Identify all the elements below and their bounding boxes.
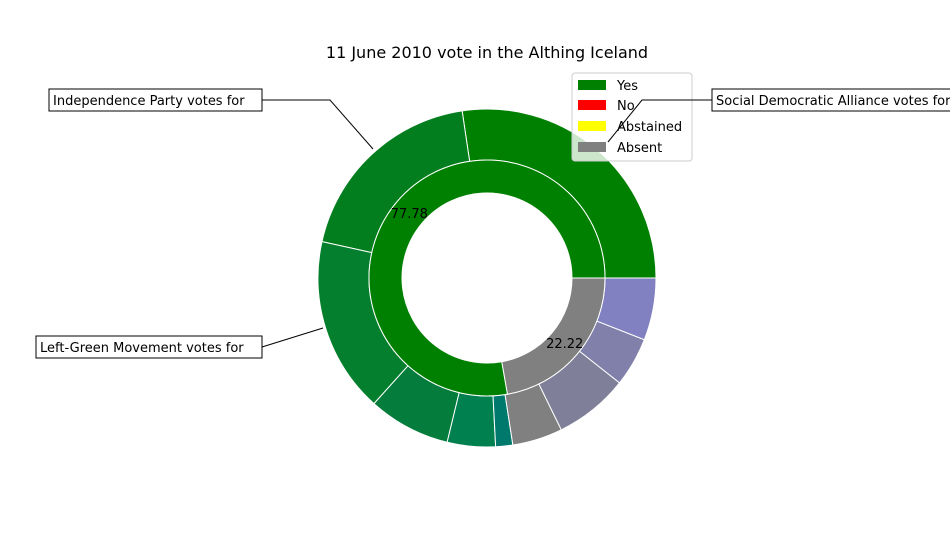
chart-title: 11 June 2010 vote in the Althing Iceland [326,43,648,62]
inner-ring [368,159,606,397]
annotation-connector [607,99,712,143]
annotation-box [35,335,263,359]
legend-label-yes: Yes [616,79,638,94]
legend-label-no: No [617,99,635,114]
legend-label-absent: Absent [617,141,662,156]
annotation-box [48,88,263,112]
annotation-text: Independence Party votes for [53,94,245,109]
inner-ring-value-label-1: 22.22 [546,337,583,352]
inner-ring-labels: 77.78 22.22 [391,207,584,352]
legend-label-abstained: Abstained [617,120,682,135]
inner-ring-wedge-1 [501,277,606,395]
inner-ring-wedge-0 [368,159,606,397]
annotation-connector [262,99,374,150]
annotation-connector [261,327,324,348]
annotation-left-green-movement: Left-Green Movement votes for [35,327,324,359]
annotation-text: Left-Green Movement votes for [40,341,244,356]
annotation-box [711,88,950,112]
legend-swatch-abstained [578,121,606,131]
legend-swatch-yes [578,80,606,90]
annotation-independence-party: Independence Party votes for [48,88,374,150]
legend: Yes No Abstained Absent [571,72,693,162]
outer-ring [317,108,657,448]
legend-swatch-absent [578,142,606,152]
legend-frame [571,72,693,162]
legend-swatch-no [578,100,606,110]
annotation-text: Social Democratic Alliance votes for [716,94,950,109]
inner-ring-value-label-0: 77.78 [391,207,428,222]
annotation-social-democratic-alliance: Social Democratic Alliance votes for [607,88,950,143]
